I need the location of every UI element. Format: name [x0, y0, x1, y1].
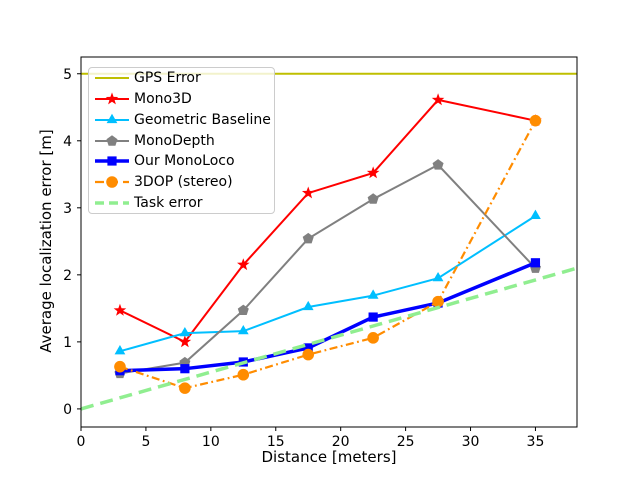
y-tick-label: 2	[63, 268, 72, 284]
square-marker-icon	[530, 258, 541, 268]
circle-marker-icon	[114, 360, 126, 373]
circle-marker-icon	[367, 332, 379, 344]
series-geometric-baseline	[114, 209, 541, 355]
y-tick-label: 0	[63, 402, 72, 418]
legend: GPS Error Mono3D Geometric Baseline Mono…	[88, 67, 275, 214]
y-axis-label: Average localization error [m]	[37, 129, 55, 353]
y-tick-label: 3	[63, 201, 72, 217]
y-tick-label: 1	[63, 335, 72, 351]
triangle-marker-icon	[530, 209, 541, 219]
x-tick-label: 35	[527, 434, 545, 450]
circle-marker-icon	[432, 295, 444, 308]
star-marker-icon	[178, 335, 192, 348]
legend-item: Our MonoLoco	[94, 151, 274, 172]
pentagon-marker-icon	[432, 159, 444, 170]
triangle-marker-icon	[106, 113, 118, 123]
x-tick-label: 10	[202, 434, 220, 450]
square-marker-icon	[107, 156, 117, 166]
legend-swatch-dashed-line-icon	[95, 200, 129, 205]
triangle-marker-icon	[237, 324, 249, 335]
triangle-marker-icon	[179, 326, 191, 337]
circle-marker-icon	[237, 368, 250, 381]
legend-item: GPS Error	[94, 68, 274, 89]
x-tick-label: 0	[77, 434, 86, 450]
star-marker-icon	[301, 186, 315, 199]
square-marker-icon	[180, 364, 190, 374]
legend-item: 3DOP (stereo)	[94, 172, 274, 193]
legend-label: MonoDepth	[134, 132, 215, 149]
circle-marker-icon	[529, 114, 542, 127]
plot-border	[80, 56, 578, 428]
y-tick-label: 5	[63, 67, 72, 83]
pentagon-marker-icon	[302, 232, 314, 244]
x-tick-label: 5	[141, 434, 150, 450]
triangle-marker-icon	[432, 272, 444, 282]
legend-swatch-pentagon-icon	[95, 134, 129, 146]
legend-item: Mono3D	[94, 89, 274, 110]
circle-marker-icon	[302, 348, 315, 361]
star-marker-icon	[237, 258, 250, 271]
legend-swatch-circle-dashdot-icon	[95, 176, 129, 188]
circle-marker-icon	[106, 176, 118, 188]
x-tick-label: 15	[267, 434, 285, 450]
star-marker-icon	[105, 92, 119, 105]
star-marker-icon	[113, 303, 127, 316]
triangle-marker-icon	[302, 300, 314, 311]
x-tick-label: 20	[332, 434, 350, 450]
legend-item: Task error	[94, 192, 274, 213]
legend-label: 3DOP (stereo)	[134, 173, 233, 190]
x-tick-label: 25	[397, 434, 415, 450]
legend-swatch-triangle-icon	[95, 113, 129, 123]
legend-label: Task error	[134, 194, 203, 211]
pentagon-marker-icon	[237, 304, 249, 316]
legend-item: Geometric Baseline	[94, 109, 274, 130]
y-tick-label: 4	[63, 134, 72, 150]
series-line	[80, 266, 578, 411]
legend-swatch-star-icon	[95, 92, 129, 105]
square-marker-icon	[303, 343, 313, 353]
triangle-marker-icon	[367, 289, 379, 299]
circle-marker-icon	[179, 382, 191, 394]
legend-label: Geometric Baseline	[134, 111, 271, 128]
legend-swatch-solid-line-icon	[95, 77, 129, 80]
legend-label: Our MonoLoco	[134, 153, 235, 170]
legend-label: Mono3D	[134, 91, 192, 108]
pentagon-marker-icon	[367, 193, 379, 204]
series-mono3d	[113, 93, 542, 348]
legend-swatch-square-icon	[95, 156, 129, 166]
legend-label: GPS Error	[134, 70, 201, 87]
star-marker-icon	[431, 93, 445, 106]
triangle-marker-icon	[114, 345, 126, 355]
series-task-error	[80, 266, 578, 411]
series-3dop-stereo	[114, 114, 542, 394]
pentagon-marker-icon	[106, 134, 118, 146]
legend-item: MonoDepth	[94, 130, 274, 151]
x-axis-label: Distance [meters]	[261, 448, 397, 466]
square-marker-icon	[368, 312, 378, 322]
x-tick-label: 30	[462, 434, 480, 450]
star-marker-icon	[366, 166, 380, 179]
